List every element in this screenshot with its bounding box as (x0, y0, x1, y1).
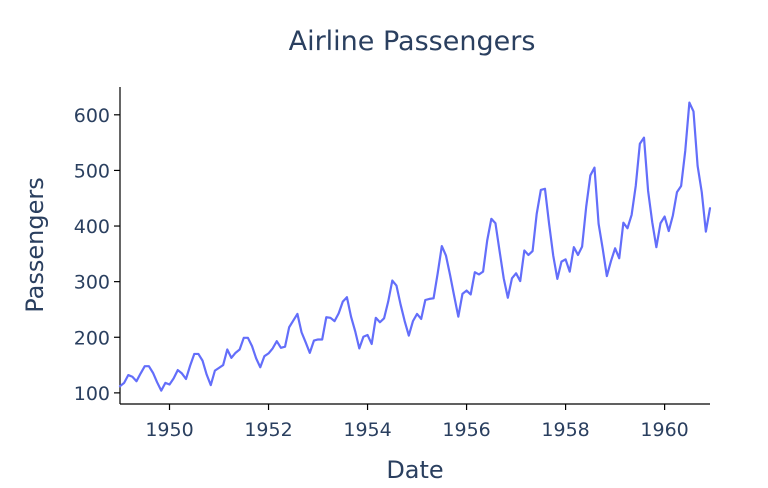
series-line-passengers (118, 101, 712, 392)
y-tick-label: 600 (74, 105, 110, 127)
y-tick-label: 500 (74, 160, 110, 182)
x-tick-label: 1950 (145, 419, 193, 441)
y-axis-title: Passengers (21, 177, 49, 312)
x-tick-label: 1954 (343, 419, 391, 441)
x-tick-label: 1952 (244, 419, 292, 441)
chart-title: Airline Passengers (289, 26, 536, 57)
x-tick-label: 1956 (442, 419, 490, 441)
y-tick-label: 200 (74, 327, 110, 349)
y-tick-label: 300 (74, 272, 110, 294)
x-tick-label: 1960 (640, 419, 688, 441)
x-tick-label: 1958 (541, 419, 589, 441)
y-tick-label: 100 (74, 383, 110, 405)
y-axis-ticks: 100 200 300 400 500 600 (74, 105, 120, 405)
x-axis-ticks: 1950 1952 1954 1956 1958 1960 (145, 404, 689, 441)
y-tick-label: 400 (74, 216, 110, 238)
x-axis-title: Date (386, 456, 443, 484)
